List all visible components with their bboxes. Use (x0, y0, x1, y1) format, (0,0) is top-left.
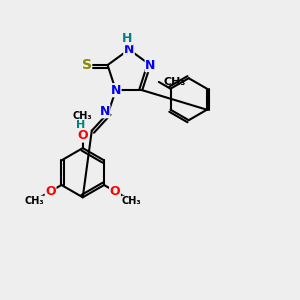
Text: H: H (76, 120, 85, 130)
Text: O: O (110, 185, 120, 198)
Text: CH₃: CH₃ (163, 77, 186, 87)
Text: H: H (122, 32, 133, 45)
Text: CH₃: CH₃ (24, 196, 44, 206)
Text: N: N (100, 105, 110, 118)
Text: CH₃: CH₃ (73, 111, 93, 121)
Text: N: N (111, 84, 121, 97)
Text: N: N (124, 43, 134, 56)
Text: O: O (77, 129, 88, 142)
Text: N: N (145, 58, 156, 71)
Text: CH₃: CH₃ (122, 196, 141, 206)
Text: O: O (45, 185, 56, 198)
Text: S: S (82, 58, 92, 72)
